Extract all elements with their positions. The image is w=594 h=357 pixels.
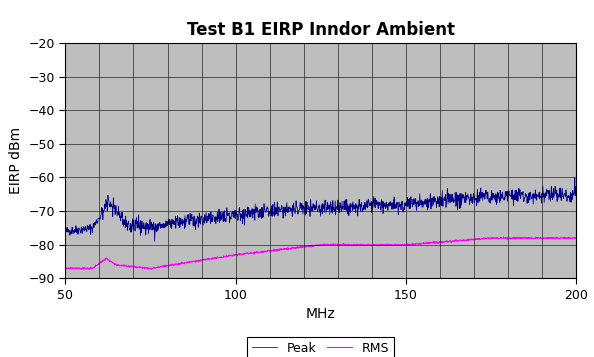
RMS <box>299 245 306 249</box>
Line: Peak: Peak <box>65 178 576 241</box>
RMS <box>279 247 286 252</box>
RMS <box>353 243 360 247</box>
Legend: Peak, RMS: Peak, RMS <box>247 337 394 357</box>
RMS <box>289 246 296 250</box>
Peak <box>299 207 306 211</box>
X-axis label: MHz: MHz <box>306 307 336 321</box>
RMS <box>62 266 69 271</box>
RMS <box>573 236 580 240</box>
RMS <box>78 267 85 272</box>
Peak <box>62 228 69 232</box>
Line: RMS: RMS <box>65 237 576 270</box>
RMS <box>122 264 129 268</box>
Peak <box>122 214 129 218</box>
Title: Test B1 EIRP Inndor Ambient: Test B1 EIRP Inndor Ambient <box>187 20 455 39</box>
Peak <box>353 205 360 210</box>
Y-axis label: EIRP dBm: EIRP dBm <box>9 127 23 194</box>
RMS <box>102 258 109 262</box>
Peak <box>289 208 296 213</box>
Peak <box>279 209 286 213</box>
Peak <box>571 176 579 180</box>
Peak <box>102 202 109 206</box>
RMS <box>500 235 507 239</box>
Peak <box>573 190 580 194</box>
Peak <box>151 239 158 243</box>
